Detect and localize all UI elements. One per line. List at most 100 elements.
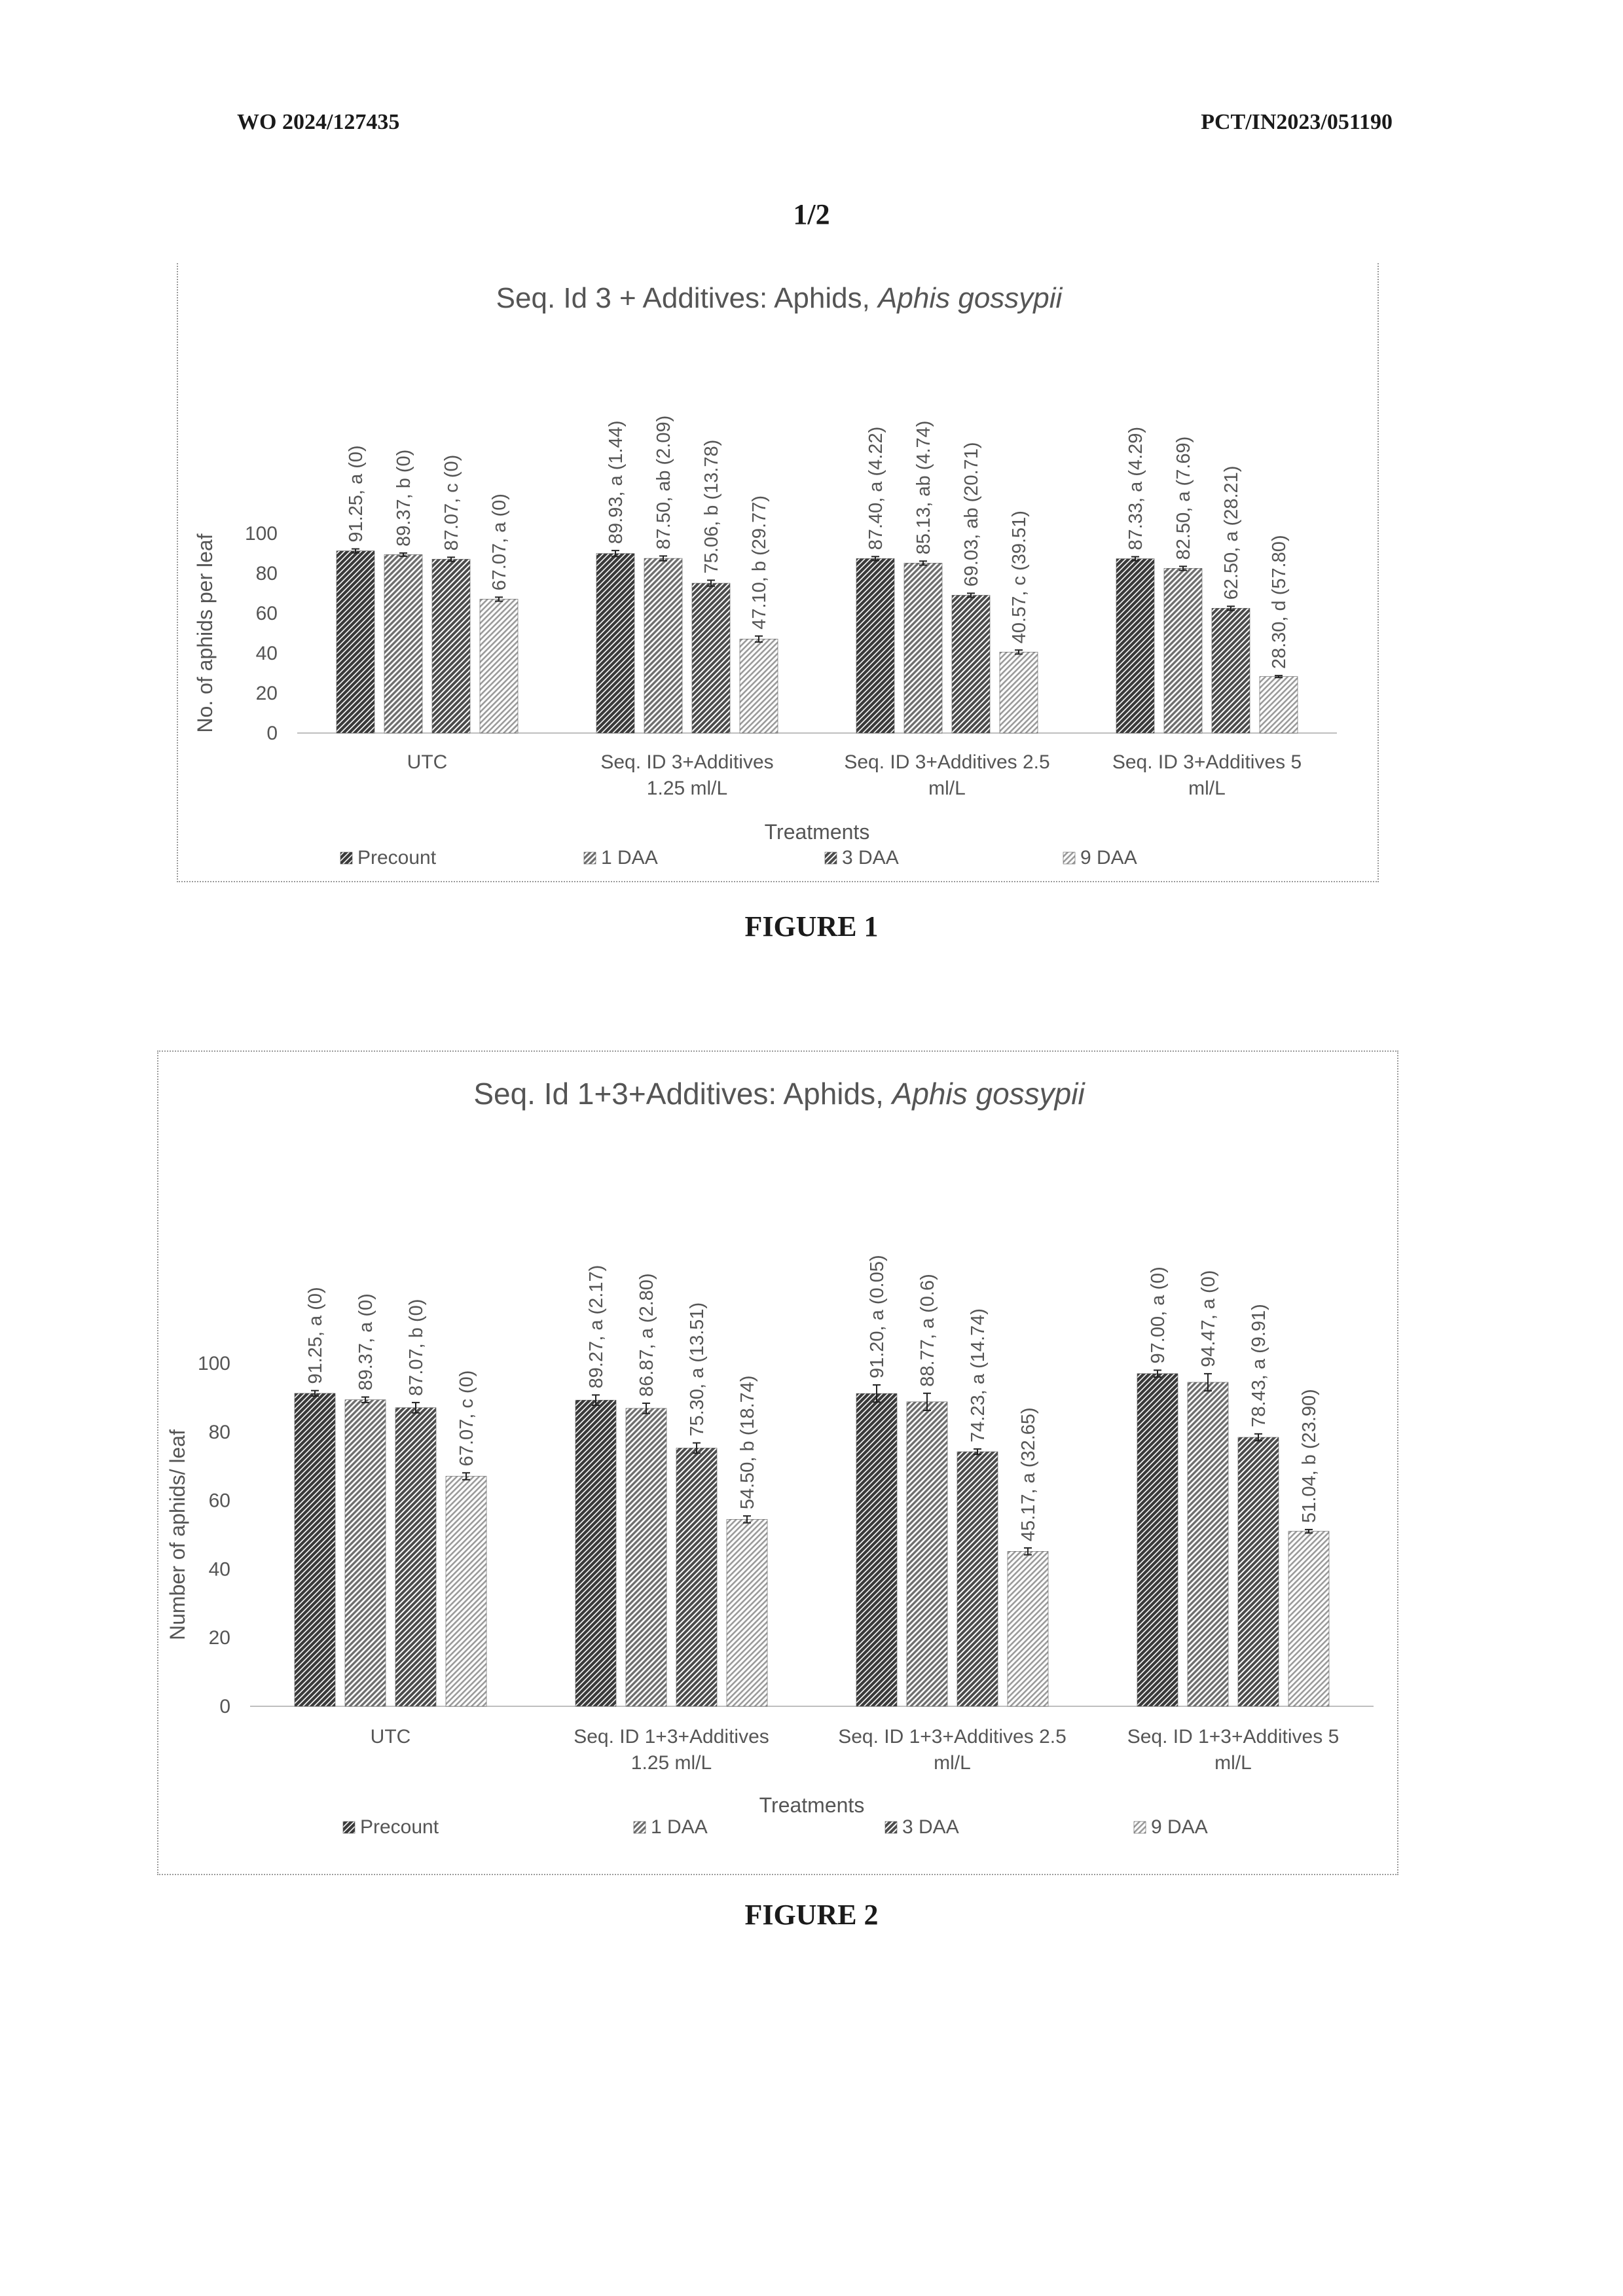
chart2-data-label-1-daa-2: 86.87, a (2.80) [636, 1273, 657, 1397]
chart2-category-label-3: Seq. ID 1+3+Additives 2.5 [838, 1726, 1067, 1748]
chart2-data-label-9-daa-1: 67.07, c (0) [456, 1371, 477, 1467]
chart1-data-label-precount-2: 89.93, a (1.44) [606, 420, 627, 544]
chart2-ytick-60: 60 [209, 1490, 230, 1512]
chart1-category-label-4: Seq. ID 3+Additives 5 [1112, 751, 1302, 773]
chart1-legend-precount: Precount [357, 847, 437, 869]
chart1-legend-9-daa: 9 DAA [1080, 847, 1137, 869]
figure-2-chart: Seq. Id 1+3+Additives: Aphids, Aphis gos… [157, 1050, 1398, 1875]
chart1-data-label-1-daa-2: 87.50, ab (2.09) [653, 416, 674, 550]
chart1-category-label-2-line2: 1.25 ml/L [647, 778, 727, 799]
chart1-bar-3-daa-3 [952, 595, 990, 733]
chart1-ytick-40: 40 [256, 643, 278, 664]
chart1-bar-1-daa-4 [1164, 568, 1202, 733]
chart2-bar-9-daa-3 [1008, 1551, 1048, 1706]
chart2-bar-1-daa-1 [345, 1400, 386, 1706]
chart1-bar-9-daa-3 [1000, 652, 1038, 733]
chart1-bar-9-daa-2 [740, 639, 778, 733]
chart2-bar-precount-4 [1137, 1374, 1178, 1706]
chart2-bar-9-daa-4 [1288, 1532, 1329, 1706]
chart2-category-label-4: Seq. ID 1+3+Additives 5 [1127, 1726, 1340, 1748]
chart1-data-label-1-daa-3: 85.13, ab (4.74) [913, 421, 934, 555]
chart2-ytick-40: 40 [209, 1558, 230, 1580]
chart2-data-label-9-daa-2: 54.50, b (18.74) [737, 1375, 758, 1509]
chart1-bar-precount-2 [596, 554, 634, 733]
chart1-data-label-9-daa-3: 40.57, c (39.51) [1009, 511, 1030, 643]
chart2-bar-9-daa-2 [727, 1519, 767, 1706]
chart2-bar-3-daa-3 [957, 1452, 998, 1706]
publication-number: WO 2024/127435 [237, 110, 399, 135]
chart2-bar-3-daa-2 [676, 1448, 717, 1706]
chart2-legend-1-daa: 1 DAA [651, 1816, 708, 1838]
chart1-legend-swatch-3-daa [825, 852, 837, 864]
chart1-data-label-precount-3: 87.40, a (4.22) [866, 427, 886, 550]
chart2-ytick-80: 80 [209, 1422, 230, 1443]
chart2-ytick-100: 100 [198, 1353, 230, 1374]
chart1-ytick-80: 80 [256, 563, 278, 584]
chart2-bar-1-daa-4 [1188, 1382, 1228, 1706]
chart1-xlabel: Treatments [765, 820, 870, 844]
chart1-category-label-3: Seq. ID 3+Additives 2.5 [844, 751, 1049, 773]
chart2-data-label-9-daa-3: 45.17, a (32.65) [1018, 1407, 1039, 1541]
chart1-title-species: Aphis gossypii [876, 282, 1063, 314]
chart2-category-label-2: Seq. ID 1+3+Additives [574, 1726, 769, 1748]
chart2-bar-precount-3 [856, 1393, 897, 1706]
application-number: PCT/IN2023/051190 [1201, 110, 1393, 135]
chart1-bar-precount-4 [1116, 559, 1154, 733]
chart1-bar-3-daa-2 [692, 583, 730, 733]
chart1-data-label-1-daa-1: 89.37, b (0) [393, 450, 414, 547]
chart2-bar-3-daa-4 [1238, 1437, 1279, 1706]
chart1-data-label-3-daa-1: 87.07, c (0) [441, 455, 462, 551]
chart2-legend-swatch-9-daa [1134, 1821, 1146, 1833]
chart1-data-label-9-daa-1: 67.07, a (0) [489, 493, 510, 590]
chart2-title-main: Seq. Id 1+3+Additives: Aphids, [473, 1077, 892, 1111]
chart2-title: Seq. Id 1+3+Additives: Aphids, Aphis gos… [473, 1077, 1085, 1111]
chart2-bar-9-daa-1 [446, 1477, 486, 1706]
chart1-data-label-3-daa-3: 69.03, ab (20.71) [961, 442, 982, 587]
chart2-legend-swatch-3-daa [885, 1821, 897, 1833]
chart1-data-label-3-daa-2: 75.06, b (13.78) [701, 440, 722, 574]
chart1-bar-precount-1 [337, 551, 374, 733]
chart1-legend-3-daa: 3 DAA [842, 847, 899, 869]
chart1-data-label-9-daa-4: 28.30, d (57.80) [1269, 535, 1290, 669]
chart1-legend-swatch-9-daa [1063, 852, 1075, 864]
chart1-bar-9-daa-4 [1260, 677, 1298, 733]
chart2-data-label-1-daa-3: 88.77, a (0.6) [917, 1274, 938, 1386]
chart2-category-label-1: UTC [371, 1726, 411, 1748]
chart2-data-label-9-daa-4: 51.04, b (23.90) [1299, 1389, 1320, 1523]
chart1-ytick-100: 100 [245, 523, 278, 545]
chart1-ylabel: No. of aphids per leaf [193, 533, 217, 732]
chart2-data-label-precount-2: 89.27, a (2.17) [586, 1265, 607, 1389]
chart2-bar-1-daa-3 [907, 1402, 947, 1706]
chart2-ylabel: Number of aphids/ leaf [166, 1429, 189, 1640]
chart2-data-label-precount-1: 91.25, a (0) [305, 1287, 326, 1384]
chart1-bar-1-daa-3 [904, 563, 942, 733]
chart2-data-label-3-daa-1: 87.07, b (0) [406, 1299, 427, 1396]
figure-2-caption: FIGURE 2 [0, 1898, 1623, 1931]
figure-1-chart-svg: Seq. Id 3 + Additives: Aphids, Aphis gos… [178, 263, 1380, 882]
chart2-data-label-precount-3: 91.20, a (0.05) [867, 1255, 888, 1378]
chart1-legend-swatch-1-daa [584, 852, 596, 864]
chart2-data-label-1-daa-1: 89.37, a (0) [356, 1293, 376, 1390]
chart1-data-label-9-daa-2: 47.10, b (29.77) [749, 495, 770, 630]
chart1-ytick-0: 0 [266, 723, 278, 744]
chart1-data-label-precount-1: 91.25, a (0) [346, 445, 367, 542]
chart2-category-label-4-line2: ml/L [1214, 1752, 1252, 1774]
chart2-legend-precount: Precount [360, 1816, 439, 1838]
chart2-bar-1-daa-2 [626, 1408, 666, 1706]
chart2-data-label-3-daa-3: 74.23, a (14.74) [968, 1308, 989, 1443]
chart2-legend-swatch-1-daa [634, 1821, 646, 1833]
chart1-bar-3-daa-4 [1212, 608, 1250, 733]
chart2-legend-swatch-precount [343, 1821, 355, 1833]
figure-1-caption: FIGURE 1 [0, 910, 1623, 943]
chart1-bar-9-daa-1 [480, 599, 518, 733]
chart1-category-label-4-line2: ml/L [1188, 778, 1226, 799]
chart1-data-label-1-daa-4: 82.50, a (7.69) [1173, 437, 1194, 560]
chart2-title-species: Aphis gossypii [890, 1077, 1086, 1111]
chart2-category-label-3-line2: ml/L [934, 1752, 971, 1774]
chart2-data-label-1-daa-4: 94.47, a (0) [1198, 1270, 1219, 1367]
chart1-legend-swatch-precount [340, 852, 352, 864]
chart2-ytick-20: 20 [209, 1627, 230, 1649]
chart2-bar-precount-2 [575, 1400, 616, 1706]
chart1-bar-1-daa-2 [644, 558, 682, 733]
chart2-ytick-0: 0 [219, 1696, 230, 1717]
